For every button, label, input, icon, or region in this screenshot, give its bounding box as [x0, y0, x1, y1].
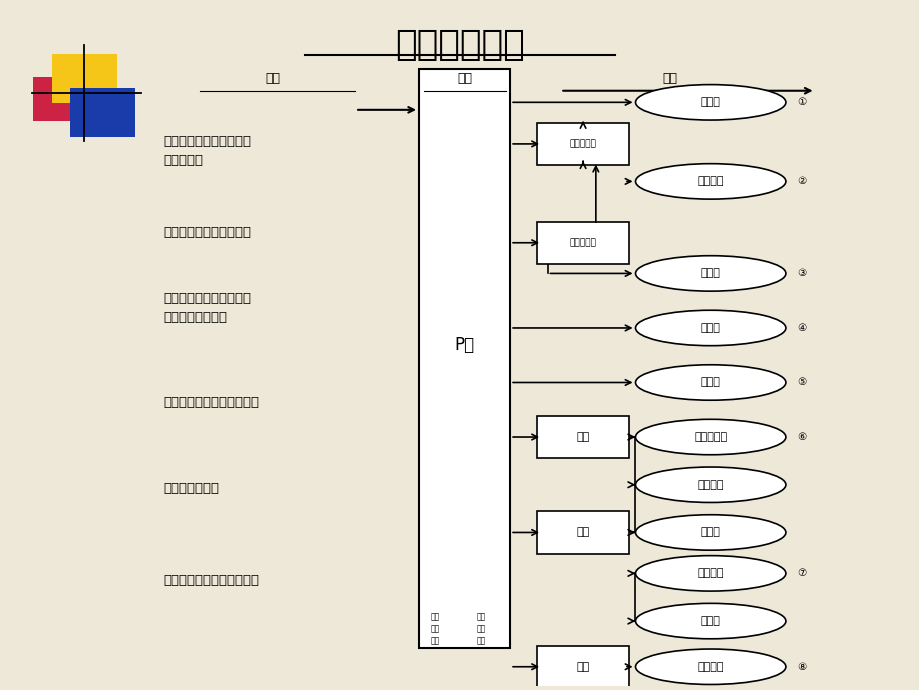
Ellipse shape [635, 603, 785, 639]
Text: 内外信号（现在运转状况）: 内外信号（现在运转状况） [164, 573, 259, 586]
FancyBboxPatch shape [537, 221, 628, 264]
Text: 电磁阀: 电磁阀 [700, 377, 720, 388]
Text: ⑦: ⑦ [796, 569, 805, 578]
Text: 動作: 動作 [576, 527, 589, 538]
Text: ⑤: ⑤ [796, 377, 805, 388]
Text: 风机马达: 风机马达 [697, 177, 723, 186]
Ellipse shape [635, 467, 785, 502]
Text: 压缩机: 压缩机 [700, 97, 720, 108]
Ellipse shape [635, 649, 785, 684]
Text: 遥控器（运转、停止、冷
暖、现场设定等）: 遥控器（运转、停止、冷 暖、现场设定等） [164, 291, 252, 324]
Text: P板: P板 [454, 336, 474, 354]
Text: 温度及热敏电阻（液管、
气管等等）: 温度及热敏电阻（液管、 气管等等） [164, 135, 252, 167]
FancyBboxPatch shape [537, 123, 628, 165]
Text: ④: ④ [796, 323, 805, 333]
Text: 指示
表示
動作: 指示 表示 動作 [430, 612, 439, 645]
Bar [51, 54, 117, 103]
Text: 电动阀: 电动阀 [700, 268, 720, 279]
Text: ⑥: ⑥ [796, 432, 805, 442]
Text: 判断
判定
計算: 判断 判定 計算 [476, 612, 485, 645]
Ellipse shape [635, 256, 785, 291]
Text: 压力（高低压）: 压力（高低压） [164, 482, 220, 495]
Text: ⑧: ⑧ [796, 662, 805, 672]
Text: 出力: 出力 [662, 72, 676, 86]
Ellipse shape [635, 85, 785, 120]
Text: インバータ: インバータ [569, 139, 596, 148]
Text: 异常代码: 异常代码 [697, 480, 723, 490]
Ellipse shape [635, 164, 785, 199]
Text: 电流（输入、输出电流）: 电流（输入、输出电流） [164, 226, 252, 239]
Bar [418, 69, 510, 649]
Ellipse shape [635, 420, 785, 455]
FancyBboxPatch shape [537, 416, 628, 458]
Text: 制御: 制御 [457, 72, 471, 86]
Text: 内外信息: 内外信息 [697, 662, 723, 672]
Text: 信号: 信号 [576, 662, 589, 672]
Ellipse shape [635, 515, 785, 550]
Ellipse shape [635, 365, 785, 400]
Text: 四通阀: 四通阀 [700, 323, 720, 333]
Text: 入力: 入力 [266, 72, 280, 86]
Text: ②: ② [796, 177, 805, 186]
Text: 发光二极管: 发光二极管 [694, 432, 727, 442]
Text: 保护装置（动作、无动作）: 保护装置（动作、无动作） [164, 397, 259, 409]
Text: 蜂鸣音: 蜂鸣音 [700, 527, 720, 538]
Text: ①: ① [796, 97, 805, 108]
Bar [33, 77, 93, 121]
Text: 表示: 表示 [576, 432, 589, 442]
Bar [70, 88, 135, 137]
FancyBboxPatch shape [537, 646, 628, 688]
FancyBboxPatch shape [537, 511, 628, 553]
Text: 电磁开关: 电磁开关 [697, 569, 723, 578]
Text: 输入输出种类: 输入输出种类 [394, 28, 525, 62]
Text: 继电器: 继电器 [700, 616, 720, 626]
Text: パルス信号: パルス信号 [569, 238, 596, 247]
Text: ③: ③ [796, 268, 805, 279]
Ellipse shape [635, 555, 785, 591]
Ellipse shape [635, 310, 785, 346]
